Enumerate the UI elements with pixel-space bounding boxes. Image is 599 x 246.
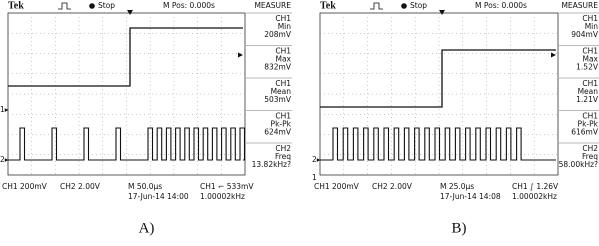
measure-value: 208mV	[264, 30, 292, 39]
measure-value: 1.52V	[576, 63, 599, 72]
pulse-icon	[370, 3, 383, 9]
pulse-icon	[58, 3, 71, 9]
measure-title: MEASURE	[561, 1, 598, 10]
measure-value: 832mV	[264, 63, 292, 72]
ch2-scale: CH2 2.00V	[60, 182, 101, 191]
figure: TekStopM Pos: 0.000s1▸2▸MEASURECH1Min208…	[0, 0, 599, 246]
brand: Tek	[8, 0, 24, 11]
measure-value: 904mV	[571, 30, 599, 39]
measure-value: 503mV	[264, 95, 292, 104]
panel-caption: A)	[139, 220, 155, 236]
measure-value: 1.21V	[576, 95, 599, 104]
measure-value: 624mV	[264, 128, 292, 137]
panel-caption: B)	[452, 220, 467, 236]
position: M Pos: 0.000s	[475, 1, 527, 10]
page: {"panels": [ {"caption": "A)", "header":…	[0, 0, 599, 246]
channel-marker: 2▸	[312, 155, 321, 164]
ch1-scale: CH1 200mV	[2, 182, 48, 191]
stop-icon	[89, 3, 95, 9]
timebase: M 50.0µs	[128, 182, 162, 191]
channel-marker: 1▸	[0, 105, 9, 114]
measure-value: 58.00kHz?	[559, 160, 598, 169]
channel-marker: 1	[312, 173, 317, 182]
date: 17-Jun-14 14:08	[440, 192, 501, 201]
channel-marker: 2▸	[0, 155, 9, 164]
status: Stop	[98, 1, 115, 10]
trigger: CH1 ⌐ 533mV	[200, 182, 254, 191]
measure-value: 616mV	[571, 128, 599, 137]
ch2-scale: CH2 2.00V	[372, 182, 413, 191]
measure-value: 13.82kHz?	[252, 160, 291, 169]
status: Stop	[410, 1, 427, 10]
trigger: CH1 ∫ 1.26V	[512, 182, 559, 191]
ch1-scale: CH1 200mV	[314, 182, 360, 191]
timebase: M 25.0µs	[440, 182, 474, 191]
frequency: 1.00002kHz	[200, 192, 245, 201]
date: 17-Jun-14 14:00	[128, 192, 189, 201]
measure-title: MEASURE	[254, 1, 291, 10]
frequency: 1.00002kHz	[512, 192, 557, 201]
position: M Pos: 0.000s	[163, 1, 215, 10]
stop-icon	[401, 3, 407, 9]
brand: Tek	[320, 0, 336, 11]
